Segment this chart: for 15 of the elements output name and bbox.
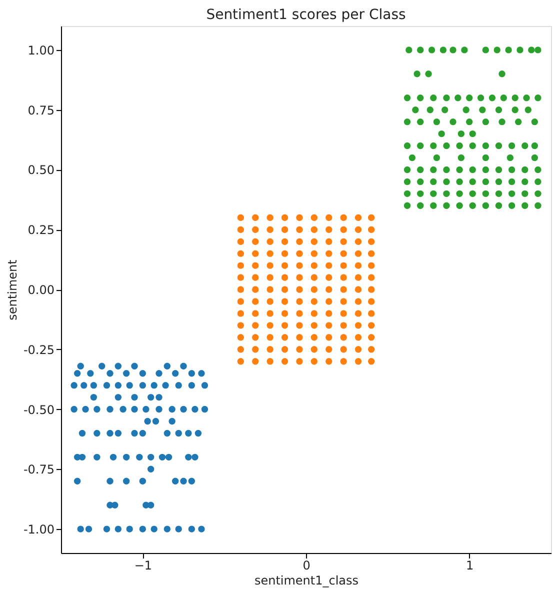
x-tick-label: 1	[466, 558, 474, 572]
y-tick-label: 1.00	[28, 43, 54, 58]
y-tick-label: 0.75	[28, 103, 54, 118]
x-tick-label: 0	[302, 558, 310, 572]
y-tick-label: -0.75	[23, 462, 54, 477]
x-axis-title: sentiment1_class	[254, 574, 359, 588]
y-tick-label: -1.00	[23, 522, 54, 537]
y-tick-label: -0.50	[23, 402, 54, 417]
x-tick-label: −1	[134, 558, 152, 572]
y-tick-label: 0.50	[28, 163, 54, 178]
chart-title: Sentiment1 scores per Class	[206, 7, 406, 23]
y-axis-title: sentiment	[5, 259, 20, 320]
y-tick-label: 0.25	[28, 223, 54, 238]
y-tick-label: -0.25	[23, 342, 54, 357]
y-tick-label: 0.00	[28, 283, 54, 297]
